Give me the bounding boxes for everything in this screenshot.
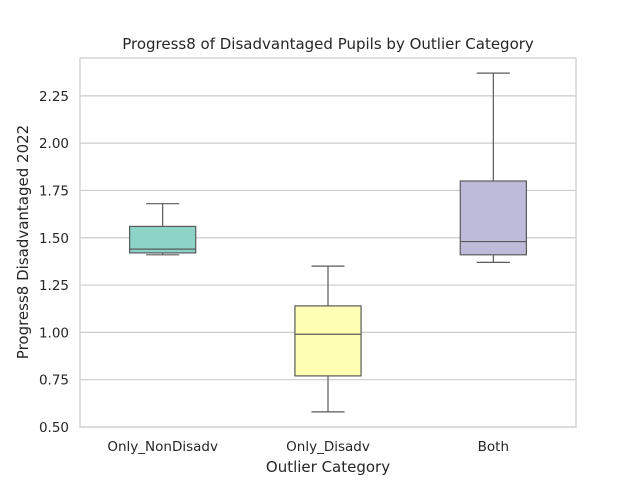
box-body — [294, 305, 362, 377]
box-Both — [459, 72, 527, 263]
y-tick-label: 0.75 — [39, 373, 69, 389]
box-body — [459, 180, 527, 256]
box-Only_NonDisadv — [129, 203, 197, 256]
chart-title: Progress8 of Disadvantaged Pupils by Out… — [122, 35, 534, 53]
y-axis-title: Progress8 Disadvantaged 2022 — [14, 125, 32, 359]
x-tick-label: Only_Disadv — [286, 439, 370, 455]
x-tick-label: Only_NonDisadv — [107, 439, 218, 455]
y-tick-label: 2.00 — [39, 136, 69, 152]
y-tick-label: 1.75 — [39, 183, 69, 199]
box-body — [129, 225, 197, 254]
y-tick-label: 1.25 — [39, 278, 69, 294]
x-axis-title: Outlier Category — [266, 458, 390, 476]
x-tick-label: Both — [478, 439, 509, 455]
x-tick-labels: Only_NonDisadv Only_Disadv Both — [107, 439, 509, 455]
plot-frame — [79, 57, 577, 428]
y-tick-label: 1.00 — [39, 325, 69, 341]
y-tick-label: 0.50 — [39, 420, 69, 436]
box-Only_Disadv — [294, 265, 362, 413]
y-tick-label: 2.25 — [39, 89, 69, 105]
boxes — [129, 72, 527, 413]
y-tick-label: 1.50 — [39, 231, 69, 247]
y-tick-labels: 0.50 0.75 1.00 1.25 1.50 1.75 2.00 2.25 — [39, 89, 69, 436]
